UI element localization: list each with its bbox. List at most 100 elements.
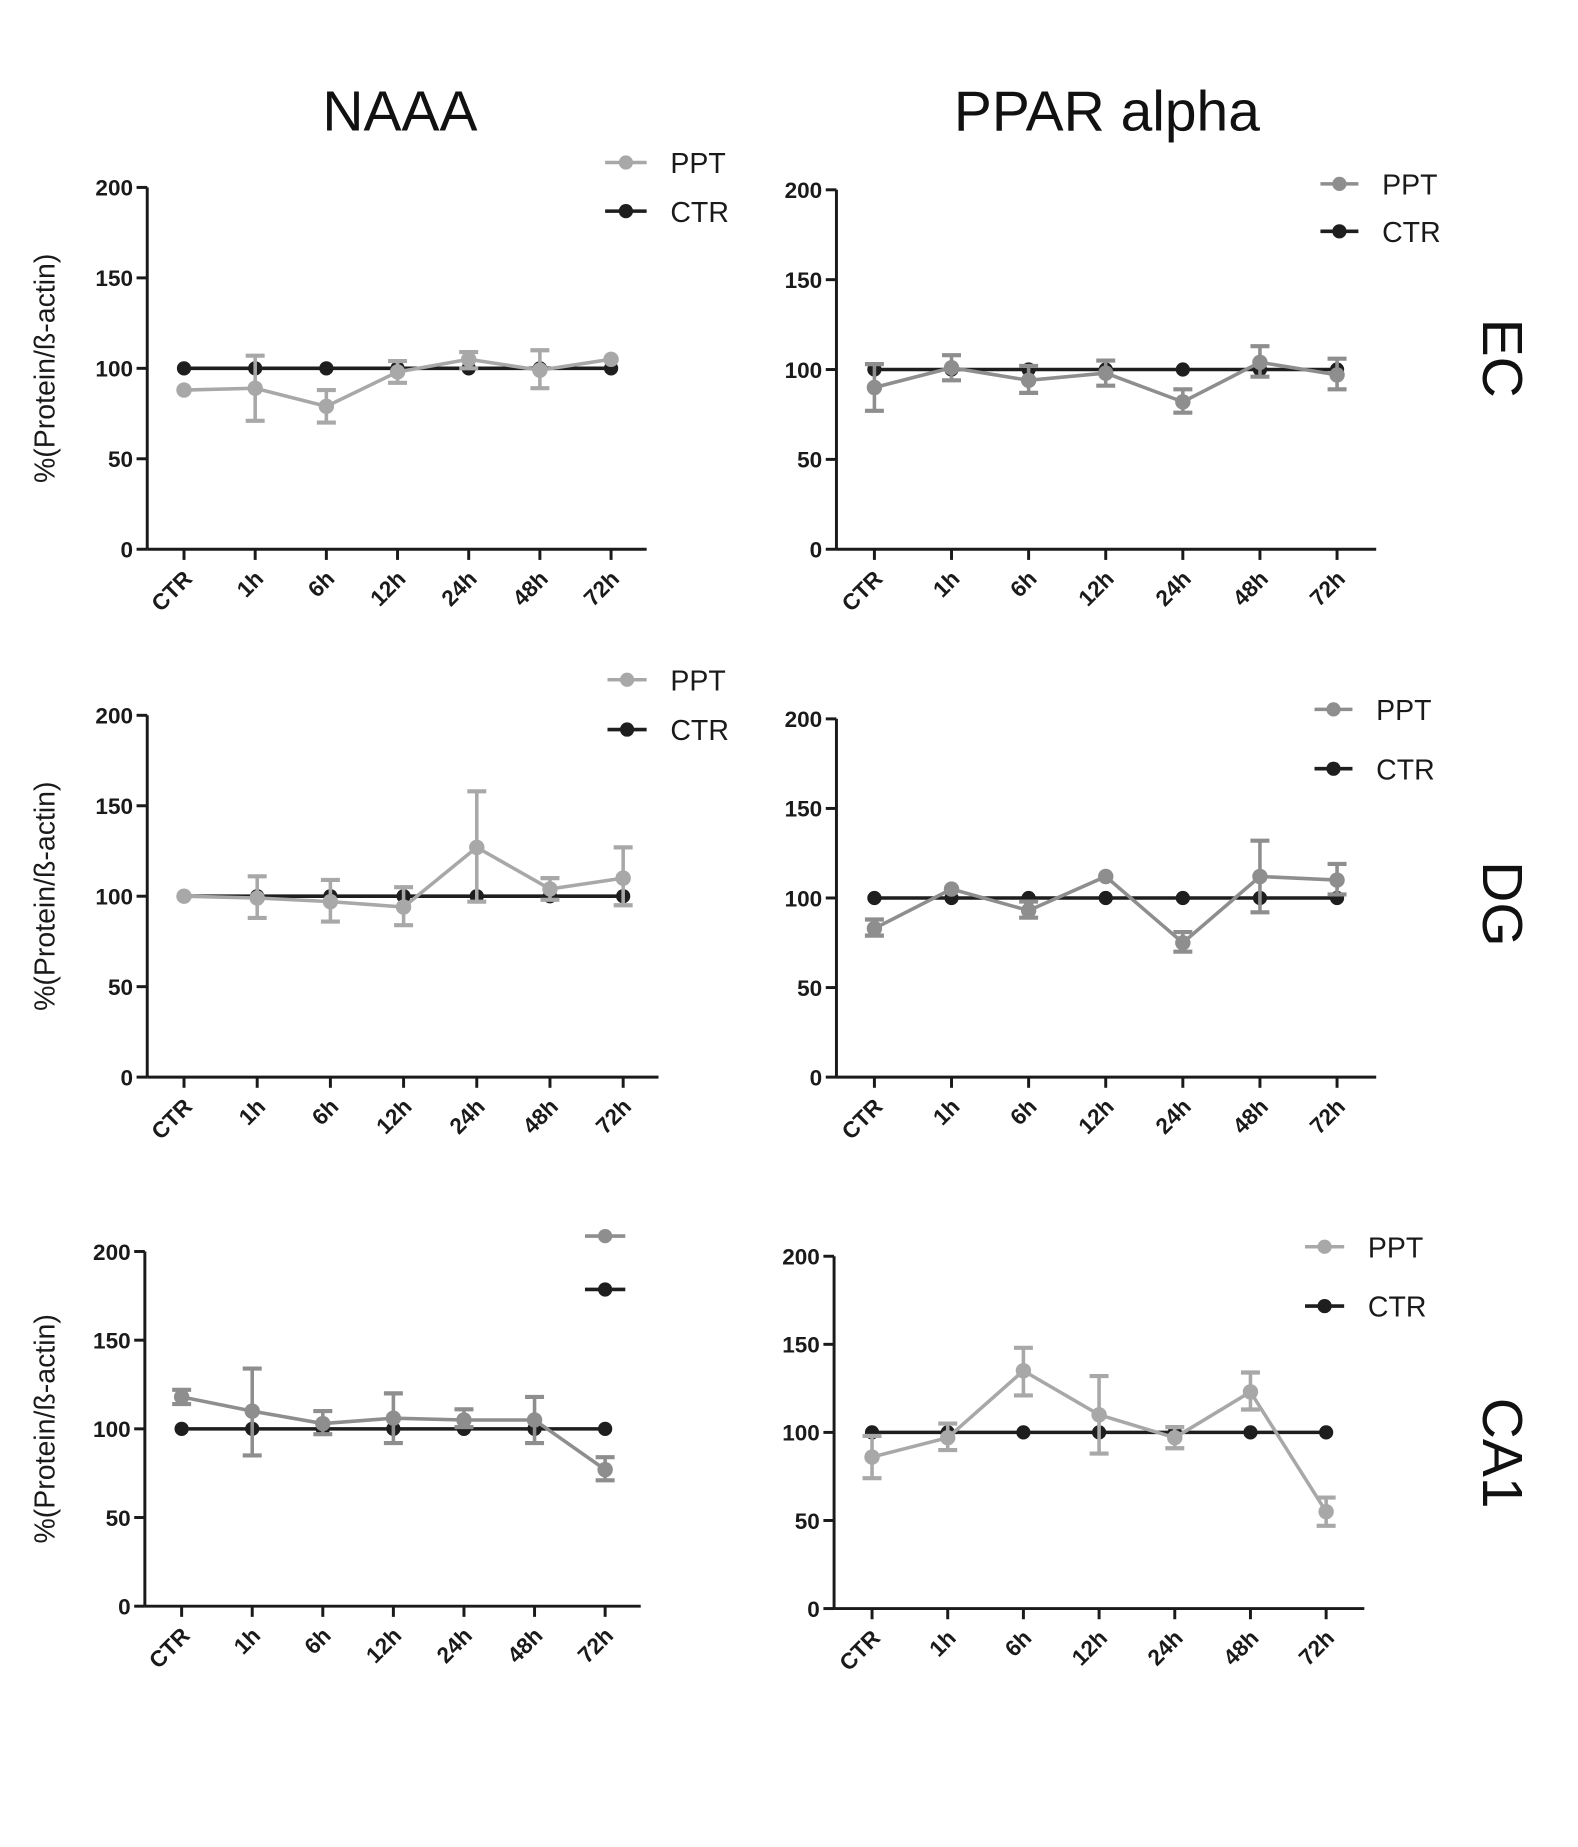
ctr-point: [1016, 1425, 1031, 1440]
ppt-point: [526, 1412, 543, 1428]
ppt-point: [866, 379, 883, 396]
ppt-point: [532, 362, 548, 378]
x-tick-label: 48h: [1228, 566, 1273, 611]
x-tick-label: 24h: [432, 1623, 477, 1668]
x-tick-label: 72h: [1294, 1625, 1339, 1670]
x-tick-label: 24h: [445, 1094, 490, 1139]
x-tick-label: 12h: [1074, 566, 1119, 611]
ppt-point: [173, 1389, 190, 1405]
column-title-naaa: NAAA: [322, 79, 477, 143]
x-tick-label: 48h: [1218, 1625, 1263, 1670]
x-tick-label: CTR: [835, 1625, 885, 1675]
legend-marker-ctr: [598, 1282, 613, 1297]
legend-label-ctr: CTR: [1376, 754, 1435, 786]
x-tick-label: 12h: [1074, 1094, 1119, 1139]
row-label-dg: DG: [1470, 861, 1534, 946]
x-tick-label: 6h: [1005, 566, 1041, 602]
legend-label-ctr: CTR: [1382, 217, 1441, 249]
y-tick-label: 100: [95, 885, 133, 910]
ppt-point: [1175, 394, 1191, 410]
x-tick-label: 24h: [1151, 1094, 1196, 1139]
x-tick-label: CTR: [837, 1094, 887, 1144]
ppt-point: [597, 1461, 613, 1478]
y-tick-label: 150: [782, 1333, 820, 1358]
ppt-point: [940, 1429, 956, 1446]
ctr-point: [598, 1421, 613, 1436]
ppt-point: [244, 1403, 260, 1419]
legend: [584, 1228, 626, 1297]
legend: PPT CTR: [1305, 1232, 1427, 1324]
x-tick-label: 12h: [365, 566, 410, 611]
y-tick-label: 100: [93, 1417, 131, 1442]
ppt-point: [1091, 1407, 1107, 1423]
y-tick-label: 50: [108, 975, 133, 1000]
x-tick-label: 6h: [307, 1094, 343, 1130]
y-tick-label: 100: [785, 886, 823, 911]
y-tick-label: 200: [95, 176, 133, 201]
x-tick-label: 72h: [1305, 1094, 1350, 1139]
y-tick-label: 0: [807, 1597, 820, 1622]
ppt-point: [1020, 372, 1037, 389]
x-tick-label: 24h: [437, 566, 482, 611]
row-label-ec: EC: [1470, 319, 1534, 398]
legend-marker-ppt: [1332, 176, 1347, 191]
ppt-point: [315, 1415, 331, 1432]
y-tick-label: 50: [795, 1509, 820, 1534]
ctr-point: [1175, 890, 1190, 906]
x-tick-label: 72h: [573, 1623, 618, 1668]
y-tick-label: 50: [108, 447, 133, 472]
legend-label-ctr: CTR: [1368, 1292, 1427, 1324]
x-tick-label: 12h: [1067, 1625, 1112, 1670]
column-title-ppar-alpha: PPAR alpha: [954, 79, 1260, 143]
legend-label-ctr: CTR: [670, 197, 729, 229]
legend-label-ppt: PPT: [1376, 695, 1431, 727]
x-tick-label: 1h: [928, 1094, 964, 1130]
y-axis-label: %(Protein/ß-actin): [30, 254, 62, 483]
legend-label-ctr: CTR: [670, 715, 729, 747]
x-tick-label: 1h: [924, 1625, 960, 1661]
legend-label-ppt: PPT: [1382, 170, 1437, 202]
y-tick-label: 150: [785, 268, 823, 293]
legend-marker-ctr: [619, 722, 635, 737]
legend-marker-ppt: [619, 672, 635, 687]
y-tick-label: 50: [797, 448, 822, 473]
x-tick-label: 1h: [928, 566, 964, 602]
panel-naaa-ca1: 0 50 100 150 200 CTR 1h 6h 12h 24h 48h 72h %(Protein…: [30, 1228, 641, 1673]
ctr-point: [1175, 362, 1190, 377]
ctr-point: [319, 361, 334, 376]
x-tick-label: CTR: [147, 566, 197, 616]
ppt-point: [603, 351, 619, 367]
legend-marker-ctr: [618, 204, 634, 219]
ppt-point: [176, 888, 192, 904]
y-tick-label: 0: [118, 1594, 131, 1619]
legend: PPT CTR: [607, 665, 729, 747]
ppt-point: [943, 881, 960, 897]
ppt-point: [1098, 365, 1114, 381]
ppt-point: [943, 360, 960, 376]
y-tick-label: 0: [120, 1065, 133, 1090]
x-tick-label: 48h: [1228, 1094, 1273, 1139]
x-tick-label: 72h: [1305, 566, 1350, 611]
ppt-point: [461, 351, 477, 367]
x-tick-label: 24h: [1143, 1625, 1188, 1670]
y-tick-label: 200: [782, 1245, 820, 1270]
ctr-point: [1319, 1425, 1334, 1440]
x-tick-label: CTR: [144, 1623, 194, 1673]
x-tick-label: 1h: [229, 1623, 265, 1659]
ppt-point: [322, 893, 339, 910]
ppt-point: [1098, 868, 1114, 885]
ppt-series-line: [873, 874, 1338, 946]
y-tick-label: 100: [95, 357, 133, 382]
y-tick-label: 200: [93, 1240, 131, 1265]
x-tick-label: 6h: [1000, 1625, 1036, 1661]
ppt-point: [1329, 367, 1345, 383]
x-tick-label: 12h: [371, 1094, 416, 1139]
x-tick-label: 24h: [1151, 566, 1196, 611]
ppt-point: [469, 839, 485, 856]
panel-naaa-ec: 0 50 100 150 200 CTR 1h 6h 12h 24h 48h 72h %(Protein…: [30, 148, 729, 616]
ppt-point: [1252, 354, 1268, 371]
y-tick-label: 150: [95, 794, 133, 819]
x-tick-label: 48h: [502, 1623, 547, 1668]
y-tick-label: 150: [785, 797, 823, 822]
y-tick-label: 50: [797, 976, 822, 1001]
